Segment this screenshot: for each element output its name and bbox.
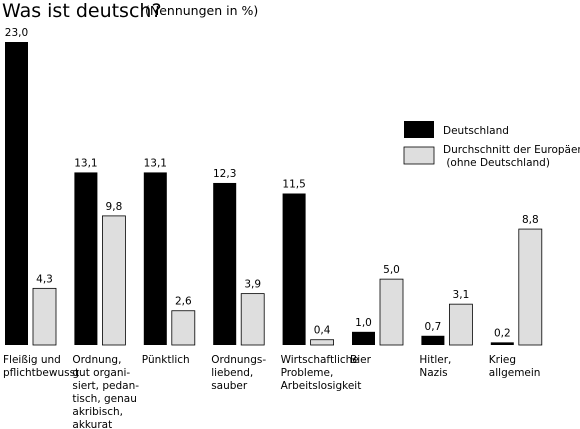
legend-label-line: Durchschnitt der Europäer — [443, 144, 580, 156]
category-label-line: akkurat — [72, 419, 112, 429]
value-label: 1,0 — [355, 317, 372, 329]
category-label: Hitler, Nazis — [419, 354, 451, 379]
category-label-line: gut organi- — [72, 367, 130, 379]
category-label: Bier — [350, 354, 372, 366]
value-label: 13,1 — [144, 157, 167, 169]
bar-deutschland-2 — [143, 172, 167, 345]
legend-swatch-deutschland — [404, 121, 434, 138]
bar-europa-5 — [379, 278, 404, 346]
bar-deutschland-6 — [421, 335, 445, 345]
category-label-line: siert, pedan- — [72, 380, 139, 392]
category-label-line: pflichtbewusst — [3, 367, 79, 379]
category-label-line: Ordnung, — [72, 354, 121, 366]
category-label-line: Fleißig und — [3, 354, 61, 366]
category-label-line: Pünktlich — [142, 354, 190, 366]
category-label-line: liebend, — [211, 367, 253, 379]
legend-label-europa: Durchschnitt der Europäer (ohne Deutschl… — [443, 144, 580, 169]
bars-group: 23,0 4,3 Fleißig und pflichtbewusst 13,1 9,8 O… — [3, 27, 543, 429]
category-label-line: Wirtschaftliche — [281, 354, 359, 366]
value-label: 4,3 — [36, 273, 53, 285]
bar-europa-1 — [102, 215, 126, 346]
legend: Deutschland Durchschnitt der Europäer (oh… — [403, 121, 580, 169]
value-label: 12,3 — [213, 168, 236, 180]
chart-subtitle: (Nennungen in %) — [145, 3, 258, 18]
category-label: Pünktlich — [142, 354, 190, 366]
category-label-line: Arbeitslosigkeit — [281, 380, 362, 392]
bar-europa-3 — [240, 293, 265, 346]
category-label-line: sauber — [211, 380, 248, 392]
value-label: 13,1 — [74, 157, 97, 169]
value-label: 3,9 — [244, 279, 261, 291]
bar-europa-0 — [32, 287, 57, 346]
bar-deutschland-4 — [282, 193, 306, 345]
bar-europa-2 — [171, 310, 196, 346]
category-label-line: Hitler, — [419, 354, 451, 366]
chart-title: Was ist deutsch? — [2, 0, 162, 22]
category-label: Wirtschaftliche Probleme, Arbeitslosigkeit — [281, 354, 362, 392]
value-label: 0,2 — [494, 327, 511, 339]
category-label-line: Nazis — [419, 367, 447, 379]
category-label-line: Bier — [350, 354, 372, 366]
bar-deutschland-5 — [352, 331, 375, 345]
value-label: 9,8 — [106, 201, 123, 213]
legend-label-deutschland: Deutschland — [443, 125, 509, 137]
category-label-line: allgemein — [489, 367, 541, 379]
bar-deutschland-0 — [5, 42, 28, 345]
category-label-line: akribisch, — [72, 406, 123, 418]
bar-europa-4 — [310, 339, 335, 346]
legend-label-line: (ohne Deutschland) — [443, 157, 550, 169]
value-label: 0,7 — [425, 321, 442, 333]
bar-europa-6 — [448, 303, 473, 346]
value-label: 8,8 — [522, 214, 539, 226]
value-label: 23,0 — [5, 27, 28, 39]
category-label-line: Ordnungs- — [211, 354, 266, 366]
value-label: 2,6 — [175, 296, 192, 308]
bar-deutschland-1 — [74, 172, 98, 345]
bar-europa-7 — [518, 228, 543, 346]
category-label: Fleißig und pflichtbewusst — [3, 354, 79, 379]
bar-deutschland-7 — [490, 342, 514, 345]
category-label: Ordnung, gut organi-siert, pedan-tisch, g… — [72, 354, 139, 429]
value-label: 3,1 — [453, 289, 470, 301]
value-label: 11,5 — [282, 179, 305, 191]
bar-deutschland-3 — [213, 182, 237, 345]
category-label-line: Krieg — [489, 354, 516, 366]
value-label: 0,4 — [314, 325, 331, 337]
category-label-line: Probleme, — [281, 367, 334, 379]
legend-swatch-europa — [403, 146, 435, 165]
category-label: Ordnungs-liebend, sauber — [211, 354, 266, 392]
category-label: Krieg allgemein — [489, 354, 541, 379]
category-label-line: tisch, genau — [72, 393, 136, 405]
value-label: 5,0 — [383, 264, 400, 276]
